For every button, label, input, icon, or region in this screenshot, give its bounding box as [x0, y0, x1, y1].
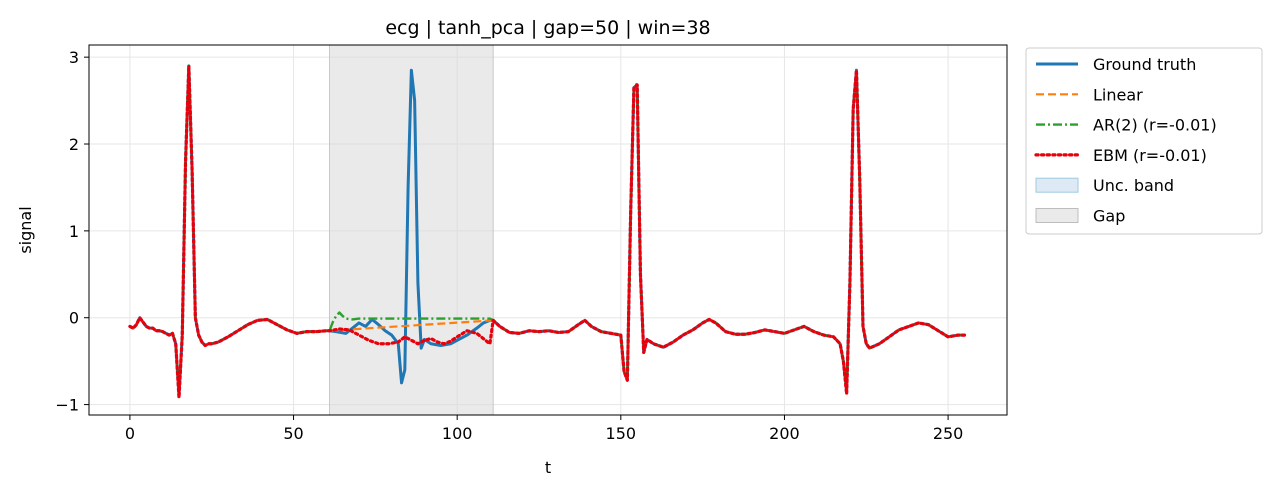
y-tick-label: 1	[69, 222, 79, 241]
x-tick-label: 50	[283, 424, 303, 443]
x-tick-label: 150	[606, 424, 637, 443]
legend: Ground truth Linear AR(2) (r=-0.01) EBM (r=…	[1025, 47, 1263, 235]
legend-label-3: EBM (r=-0.01)	[1093, 146, 1207, 165]
legend-swatch-5	[1035, 208, 1079, 223]
y-tick-label: 2	[69, 135, 79, 154]
series-layer	[128, 64, 967, 400]
x-tick-label: 200	[769, 424, 800, 443]
y-tick-label: 0	[69, 309, 79, 328]
x-tick-label: 100	[442, 424, 473, 443]
legend-label-0: Ground truth	[1093, 55, 1196, 74]
series-line-1	[329, 319, 494, 332]
plot-area	[89, 45, 1007, 415]
x-axis-label: t	[545, 458, 551, 477]
ticks: 0 50 100 150 200 250 −1 0 1 2 3	[55, 48, 963, 443]
y-axis-label: signal	[16, 206, 35, 253]
plot-frame	[88, 44, 1008, 416]
legend-box	[1025, 47, 1263, 235]
legend-swatch-4	[1035, 177, 1079, 193]
legend-label-2: AR(2) (r=-0.01)	[1093, 116, 1217, 135]
series-line-3	[128, 64, 967, 400]
chart-title: ecg | tanh_pca | gap=50 | win=38	[385, 17, 710, 39]
y-tick-label: 3	[69, 48, 79, 67]
x-tick-label: 250	[933, 424, 964, 443]
y-tick-label: −1	[55, 396, 79, 415]
legend-label-4: Unc. band	[1093, 176, 1174, 195]
legend-label-5: Gap	[1093, 207, 1125, 226]
x-tick-label: 0	[125, 424, 135, 443]
legend-label-1: Linear	[1093, 85, 1143, 104]
